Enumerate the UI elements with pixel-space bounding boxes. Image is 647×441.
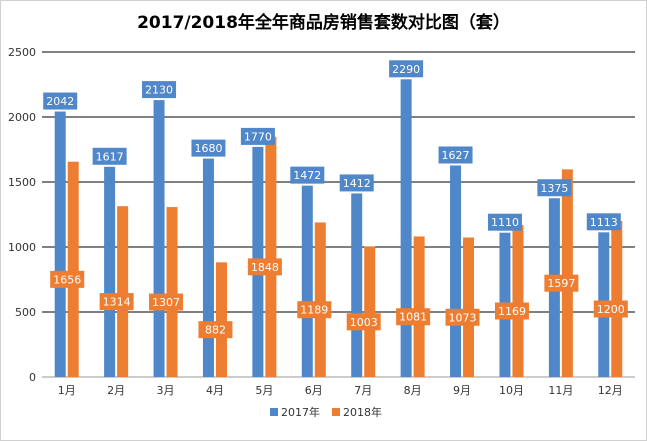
- bar-2017: [54, 111, 66, 377]
- x-tick-label: 8月: [404, 384, 422, 397]
- data-label: 1169: [498, 305, 526, 318]
- data-label-box: [50, 270, 85, 288]
- bar-2017: [351, 193, 363, 377]
- bar-2018: [314, 222, 326, 377]
- data-label: 1680: [194, 142, 222, 155]
- data-label-box: [43, 92, 78, 110]
- data-label-box: [99, 293, 134, 311]
- bar-2018: [67, 161, 79, 377]
- x-tick-label: 1月: [58, 384, 76, 397]
- data-label: 2042: [46, 95, 74, 108]
- legend-label: 2017年: [281, 405, 320, 419]
- bar-2018: [561, 169, 573, 377]
- x-tick-label: 6月: [305, 384, 323, 397]
- axis-layer: 0 500 1000 1500 2000 2500 1月 2月 3月 4月 5月 6月 7月 8月 9月 10…: [8, 46, 623, 397]
- data-label-box: [290, 166, 325, 184]
- data-label-box: [247, 258, 282, 276]
- data-label: 1770: [244, 130, 272, 143]
- bar-2018: [512, 225, 524, 377]
- data-label-box: [198, 321, 233, 339]
- bar-2017: [400, 79, 412, 378]
- data-label: 1627: [442, 149, 470, 162]
- y-tick-label: 1000: [8, 241, 36, 254]
- data-label-box: [396, 308, 431, 326]
- data-label-box: [487, 213, 522, 231]
- x-tick-label: 9月: [453, 384, 471, 397]
- data-label: 1189: [300, 304, 328, 317]
- data-label-box: [445, 308, 480, 326]
- data-label: 1597: [547, 277, 575, 290]
- data-label-box: [92, 147, 127, 165]
- x-tick-label: 3月: [157, 384, 175, 397]
- data-label-box: [339, 174, 374, 192]
- chart-title: 2017/2018年全年商品房销售套数对比图（套）: [137, 13, 510, 33]
- data-label: 1314: [103, 296, 131, 309]
- bar-2018: [463, 237, 475, 377]
- data-label-box: [494, 302, 529, 320]
- data-label-box: [586, 213, 621, 231]
- data-label: 1081: [399, 311, 427, 324]
- data-label: 1113: [590, 216, 618, 229]
- data-label-box: [593, 300, 628, 318]
- y-tick-label: 500: [15, 306, 36, 319]
- legend: 2017年 2018年: [270, 405, 382, 419]
- bar-layer: [54, 79, 623, 378]
- bar-2017: [202, 158, 214, 377]
- y-tick-label: 2500: [8, 46, 36, 59]
- bar-2018: [265, 136, 277, 377]
- bar-2018: [166, 207, 178, 377]
- label-layer: 2042 1656 1617 1314 2130 1307 1680 882 1770 1848 1…: [43, 60, 628, 339]
- x-tick-label: 10月: [499, 384, 524, 397]
- data-label-box: [389, 60, 424, 78]
- data-label: 1617: [96, 150, 124, 163]
- data-label: 1656: [53, 273, 81, 286]
- bar-2017: [301, 185, 313, 377]
- x-tick-label: 12月: [598, 384, 623, 397]
- bar-2018: [117, 206, 129, 377]
- x-tick-label: 4月: [206, 384, 224, 397]
- x-tick-label: 7月: [354, 384, 372, 397]
- data-label: 1307: [152, 296, 180, 309]
- x-tick-label: 2月: [107, 384, 125, 397]
- data-label: 1848: [251, 261, 279, 274]
- data-label: 2290: [392, 63, 420, 76]
- data-label: 1200: [597, 303, 625, 316]
- grid-layer: [42, 51, 635, 378]
- bar-2018: [215, 262, 227, 377]
- data-label: 1412: [343, 177, 371, 190]
- y-tick-label: 0: [29, 371, 36, 384]
- data-label-box: [346, 313, 381, 331]
- y-tick-label: 1500: [8, 176, 36, 189]
- data-label: 1375: [540, 182, 568, 195]
- data-label-box: [297, 301, 332, 319]
- data-label-box: [240, 127, 275, 145]
- legend-swatch: [332, 408, 340, 416]
- data-label: 1472: [293, 169, 321, 182]
- x-tick-label: 5月: [255, 384, 273, 397]
- data-label-box: [438, 146, 473, 164]
- legend-label: 2018年: [343, 405, 382, 419]
- data-label-box: [142, 81, 177, 99]
- data-label-box: [149, 293, 184, 311]
- bar-2017: [153, 100, 165, 377]
- bar-2018: [364, 246, 376, 377]
- data-label: 882: [205, 324, 226, 337]
- data-label-box: [537, 179, 572, 197]
- bar-2018: [413, 236, 425, 377]
- data-label: 1073: [449, 311, 477, 324]
- data-label: 1003: [350, 316, 378, 329]
- bar-2018: [611, 221, 623, 377]
- x-tick-label: 11月: [548, 384, 573, 397]
- data-label: 1110: [491, 216, 519, 229]
- y-tick-label: 2000: [8, 111, 36, 124]
- bar-2017: [450, 165, 462, 377]
- data-label: 2130: [145, 84, 173, 97]
- legend-swatch: [270, 408, 278, 416]
- data-label-box: [544, 274, 579, 292]
- bar-2017: [104, 166, 116, 377]
- data-label-box: [191, 139, 226, 157]
